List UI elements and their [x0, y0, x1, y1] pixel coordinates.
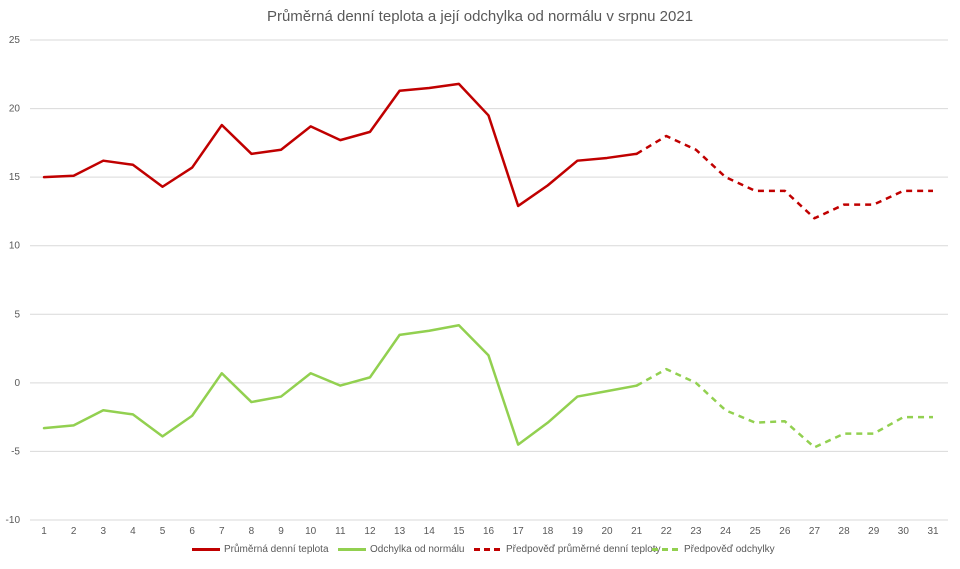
- legend-item: Předpověď odchylky: [652, 544, 775, 555]
- y-tick-label: 15: [9, 172, 21, 183]
- x-tick-label: 4: [130, 526, 136, 537]
- legend-swatch: [652, 548, 680, 551]
- y-tick-label: 5: [14, 309, 20, 320]
- x-tick-label: 7: [219, 526, 225, 537]
- series-line-3: [636, 367, 933, 449]
- x-tick-label: 20: [601, 526, 613, 537]
- y-tick-label: 0: [14, 378, 20, 389]
- y-tick-label: -10: [6, 515, 21, 526]
- x-tick-label: 14: [424, 526, 436, 537]
- x-tick-label: 19: [572, 526, 584, 537]
- x-tick-label: 13: [394, 526, 406, 537]
- series-line-2: [636, 134, 933, 220]
- y-tick-label: 25: [9, 35, 21, 46]
- legend-swatch: [192, 548, 220, 551]
- y-tick-label: 10: [9, 241, 21, 252]
- y-tick-label: 20: [9, 104, 21, 115]
- x-tick-label: 18: [542, 526, 554, 537]
- x-tick-label: 22: [661, 526, 673, 537]
- x-tick-label: 9: [278, 526, 284, 537]
- x-tick-label: 1: [41, 526, 47, 537]
- x-tick-label: 17: [513, 526, 525, 537]
- x-tick-label: 10: [305, 526, 317, 537]
- x-tick-label: 5: [160, 526, 166, 537]
- x-tick-label: 27: [809, 526, 821, 537]
- legend-swatch: [338, 548, 366, 551]
- legend-item: Odchylka od normálu: [338, 544, 465, 555]
- x-tick-label: 16: [483, 526, 495, 537]
- x-tick-label: 26: [779, 526, 791, 537]
- x-tick-label: 29: [868, 526, 880, 537]
- series-lines: [42, 82, 933, 449]
- legend-label: Předpověď průměrné denní teploty: [506, 544, 661, 555]
- legend-item: Průměrná denní teplota: [192, 544, 329, 555]
- x-tick-label: 6: [189, 526, 195, 537]
- legend: Průměrná denní teplota Odchylka od normál…: [0, 544, 960, 562]
- x-tick-label: 2: [71, 526, 77, 537]
- gridlines: [30, 39, 948, 521]
- legend-label: Předpověď odchylky: [684, 544, 775, 555]
- x-tick-label: 31: [927, 526, 939, 537]
- x-tick-label: 23: [690, 526, 702, 537]
- legend-swatch: [474, 548, 502, 551]
- x-tick-label: 8: [249, 526, 255, 537]
- y-axis-ticks: 25 20 15 10 5 0 -5 -10: [6, 35, 21, 526]
- x-tick-label: 15: [453, 526, 465, 537]
- legend-label: Průměrná denní teplota: [224, 544, 329, 555]
- x-tick-label: 25: [750, 526, 762, 537]
- chart-title: Průměrná denní teplota a její odchylka o…: [266, 8, 694, 25]
- x-axis-ticks: 1 2 3 4 5 6 7 8 9 10 11 12 13 14 15 16 17 18 19 20 21 22 23 24 2…: [41, 526, 939, 537]
- x-tick-label: 30: [898, 526, 910, 537]
- series-line-0: [42, 82, 638, 208]
- x-tick-label: 3: [100, 526, 106, 537]
- legend-item: Předpověď průměrné denní teploty: [474, 544, 661, 555]
- y-tick-label: -5: [11, 446, 20, 457]
- x-tick-label: 12: [364, 526, 376, 537]
- x-tick-label: 11: [335, 526, 346, 537]
- legend-label: Odchylka od normálu: [370, 544, 465, 555]
- series-line-1: [42, 324, 638, 446]
- x-tick-label: 24: [720, 526, 732, 537]
- x-tick-label: 28: [839, 526, 851, 537]
- x-tick-label: 21: [631, 526, 643, 537]
